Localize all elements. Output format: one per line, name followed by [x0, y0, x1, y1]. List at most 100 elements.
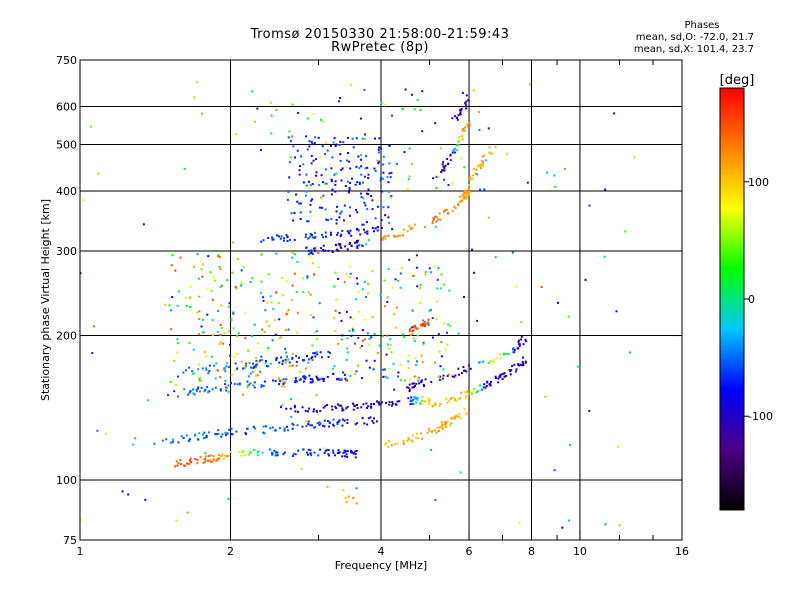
data-point	[200, 268, 203, 271]
data-point	[183, 464, 186, 467]
data-point	[516, 347, 519, 350]
data-point	[349, 206, 351, 209]
data-point	[459, 397, 461, 400]
data-point	[478, 111, 480, 113]
data-point	[311, 262, 314, 265]
data-point	[219, 324, 222, 326]
data-point	[351, 177, 353, 180]
data-point	[402, 108, 404, 111]
data-point	[451, 210, 454, 212]
data-point	[222, 368, 225, 371]
data-point	[217, 429, 220, 432]
data-point	[428, 399, 431, 402]
data-point	[483, 383, 486, 386]
data-point	[462, 192, 465, 195]
data-point	[397, 279, 400, 282]
data-point	[225, 389, 228, 392]
data-point	[339, 140, 342, 143]
data-point	[356, 245, 359, 248]
data-point	[312, 352, 315, 355]
data-point	[303, 375, 306, 378]
data-point	[260, 280, 263, 283]
data-point	[397, 371, 400, 374]
data-point	[293, 212, 296, 214]
data-point	[408, 175, 411, 178]
data-point	[305, 184, 308, 187]
data-point	[291, 422, 294, 425]
data-point	[477, 361, 480, 364]
data-point	[104, 432, 107, 435]
data-point	[360, 158, 362, 161]
data-point	[240, 454, 243, 457]
data-point	[222, 457, 225, 460]
data-point	[364, 296, 367, 298]
data-point	[355, 208, 358, 211]
data-point	[400, 379, 403, 382]
data-point	[416, 396, 419, 399]
data-point	[515, 285, 518, 288]
data-point	[408, 330, 411, 332]
data-point	[316, 422, 319, 425]
data-point	[447, 163, 449, 166]
data-point	[355, 487, 358, 490]
data-point	[315, 337, 318, 340]
data-point	[411, 434, 414, 437]
data-point	[269, 427, 272, 430]
data-point	[386, 296, 389, 299]
data-point	[454, 207, 457, 210]
data-point	[440, 421, 443, 424]
data-point	[391, 402, 394, 405]
data-point	[375, 420, 378, 423]
data-point	[435, 215, 438, 218]
data-point	[208, 364, 211, 367]
data-point	[261, 451, 264, 454]
data-point	[439, 218, 442, 221]
data-point	[416, 398, 419, 400]
data-point	[409, 334, 412, 336]
data-point	[349, 229, 352, 232]
data-point	[379, 294, 382, 297]
data-point	[236, 367, 239, 370]
data-point	[377, 162, 380, 165]
data-point	[408, 258, 411, 261]
data-point	[310, 251, 313, 254]
data-point	[412, 337, 415, 340]
data-point	[309, 210, 312, 213]
data-point	[494, 377, 497, 379]
data-point	[207, 372, 210, 375]
data-point	[390, 171, 393, 174]
data-point	[462, 197, 465, 200]
data-point	[288, 361, 291, 364]
data-point	[374, 137, 376, 140]
data-point	[435, 175, 438, 178]
data-point	[331, 156, 334, 159]
data-point	[229, 354, 231, 357]
data-point	[413, 274, 416, 277]
data-point	[210, 289, 213, 292]
data-point	[306, 275, 309, 278]
data-point	[363, 228, 365, 231]
data-point	[336, 231, 339, 234]
data-point	[437, 333, 440, 336]
data-point	[372, 368, 375, 371]
data-point	[213, 279, 216, 282]
data-point	[242, 449, 245, 452]
data-point	[348, 160, 351, 163]
data-point	[311, 183, 314, 185]
data-point	[434, 225, 437, 228]
data-point	[489, 383, 492, 385]
data-point	[349, 272, 352, 275]
data-point	[206, 313, 209, 316]
data-point	[309, 256, 311, 259]
data-point	[189, 457, 192, 460]
data-point	[321, 377, 324, 380]
data-point	[464, 103, 467, 106]
data-point	[349, 316, 352, 319]
data-point	[324, 249, 327, 252]
data-point	[334, 309, 337, 312]
data-point	[395, 162, 398, 165]
data-point	[428, 309, 431, 312]
data-point	[553, 469, 556, 472]
data-point	[438, 350, 441, 353]
data-point	[479, 163, 482, 166]
